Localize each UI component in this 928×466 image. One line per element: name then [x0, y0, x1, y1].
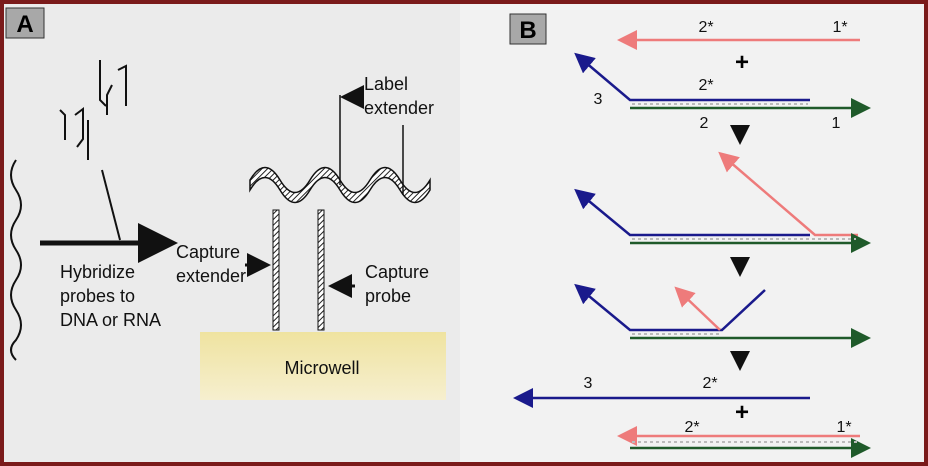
line: Label: [364, 74, 408, 94]
strand-label: +: [735, 399, 749, 426]
hybridize-text: Hybridize probes to DNA or RNA: [60, 262, 161, 330]
line: probe: [365, 286, 411, 306]
panel-label: A: [16, 11, 33, 38]
capture-probe-text: Capture probe: [365, 262, 434, 306]
line: Capture: [176, 242, 240, 262]
line: Capture: [365, 262, 429, 282]
line: extender: [176, 266, 246, 286]
label-extender-text: Label extender: [364, 74, 434, 118]
pointer-line: [101, 169, 121, 241]
probes: [59, 60, 127, 160]
strand-label: 1*: [836, 419, 851, 436]
panel-b-bg: [460, 4, 924, 462]
strand-label: 2*: [684, 419, 699, 436]
strand-label: 3: [584, 375, 593, 392]
microwell: [200, 332, 446, 400]
panel-label: B: [519, 17, 536, 44]
strand-label: 1: [832, 115, 841, 132]
strand-labels: 2* 1* +3 2* 2 1 3 2* +2* 1*: [584, 19, 852, 436]
strand-label: 2*: [702, 375, 717, 392]
strands: [513, 30, 871, 458]
line: DNA or RNA: [60, 310, 161, 330]
dna-strand: [10, 159, 22, 361]
strand-label: 3: [594, 91, 603, 108]
strand-label: +: [735, 49, 749, 76]
capture-extender-text: Capture extender: [176, 242, 246, 286]
line: extender: [364, 98, 434, 118]
microwell-label: Microwell: [284, 358, 359, 378]
line: Hybridize: [60, 262, 135, 282]
strand-label: 2*: [698, 19, 713, 36]
strand-label: 2: [700, 115, 709, 132]
capture-extenders: [272, 209, 325, 331]
panel-label-box: [5, 7, 45, 39]
strand-label: 1*: [832, 19, 847, 36]
panel-label-box: [509, 13, 547, 45]
line: probes to: [60, 286, 135, 306]
strand-label: 2*: [698, 77, 713, 94]
